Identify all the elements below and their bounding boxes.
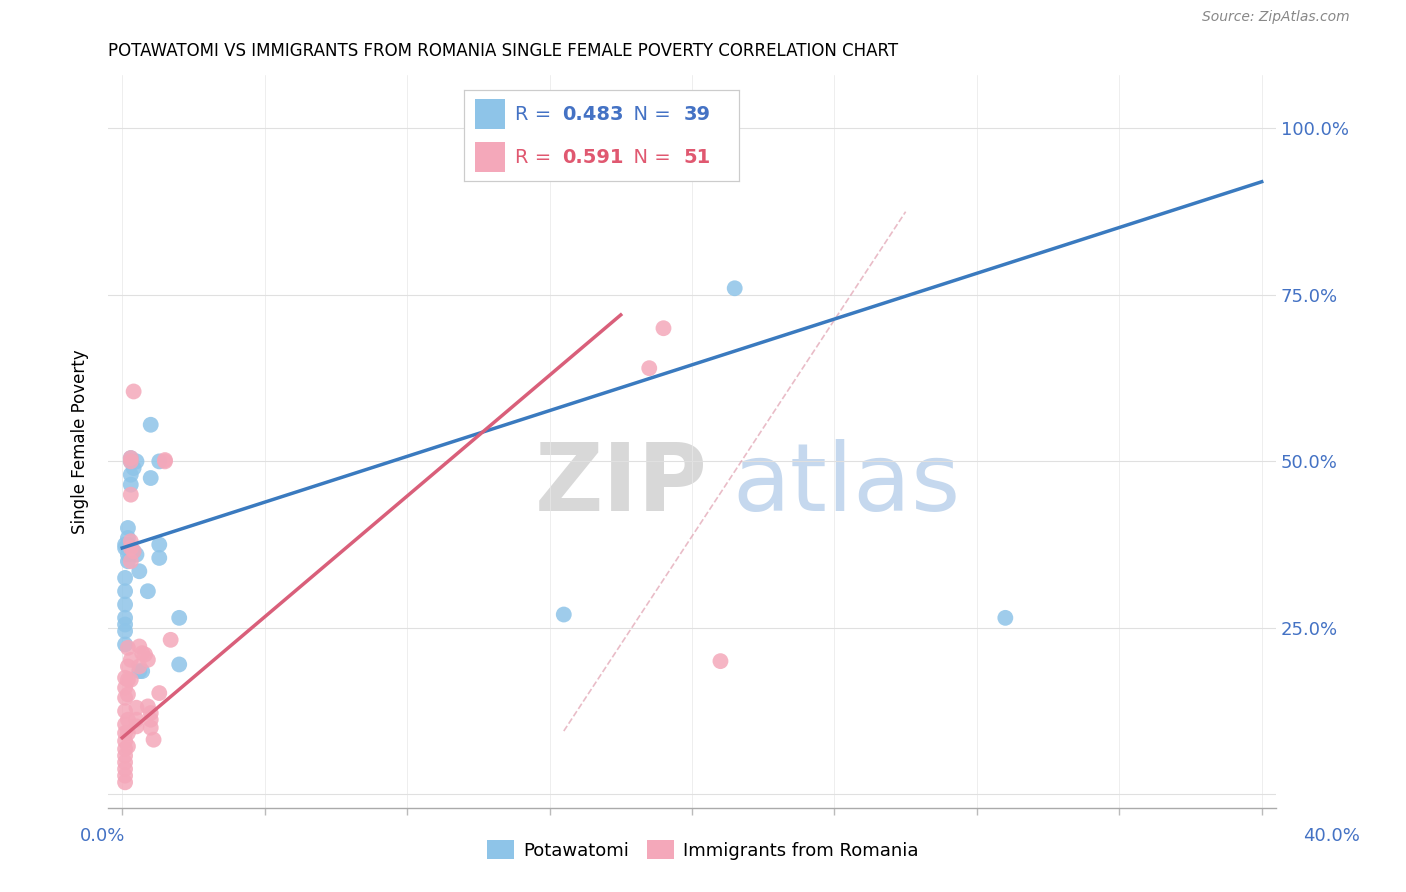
Point: [638, 361, 661, 376]
Point: [114, 624, 136, 639]
Point: [136, 653, 159, 667]
Point: [159, 632, 181, 647]
Point: [994, 611, 1017, 625]
Point: [117, 688, 139, 702]
Point: [153, 453, 176, 467]
Point: [120, 541, 142, 555]
Point: [114, 704, 136, 718]
Point: [167, 611, 190, 625]
Point: [120, 477, 142, 491]
Point: [581, 121, 603, 136]
Point: [131, 646, 153, 660]
Point: [128, 659, 150, 673]
Text: 0.0%: 0.0%: [80, 827, 125, 845]
Point: [120, 554, 142, 568]
Point: [114, 769, 136, 783]
Point: [114, 717, 136, 731]
Point: [114, 726, 136, 740]
Point: [117, 538, 139, 552]
Point: [122, 544, 145, 558]
Text: ZIP: ZIP: [534, 440, 707, 532]
Point: [724, 281, 747, 295]
Point: [120, 653, 142, 667]
Point: [148, 454, 170, 468]
Point: [114, 584, 136, 599]
Point: [553, 121, 575, 136]
Point: [114, 638, 136, 652]
Point: [120, 534, 142, 549]
Point: [139, 721, 162, 735]
Point: [125, 719, 148, 733]
Point: [117, 554, 139, 568]
Point: [567, 121, 589, 136]
Point: [167, 657, 190, 672]
Point: [117, 531, 139, 545]
Point: [125, 454, 148, 468]
Point: [114, 756, 136, 770]
Point: [136, 699, 159, 714]
Point: [120, 454, 142, 468]
Point: [117, 640, 139, 655]
Point: [652, 321, 675, 335]
Point: [128, 664, 150, 678]
Point: [117, 521, 139, 535]
Text: atlas: atlas: [733, 440, 962, 532]
Point: [153, 454, 176, 468]
Point: [114, 598, 136, 612]
Point: [114, 748, 136, 763]
Point: [120, 454, 142, 468]
Text: 40.0%: 40.0%: [1303, 827, 1360, 845]
Point: [120, 467, 142, 482]
Legend: Potawatomi, Immigrants from Romania: Potawatomi, Immigrants from Romania: [479, 833, 927, 867]
Point: [114, 571, 136, 585]
Text: POTAWATOMI VS IMMIGRANTS FROM ROMANIA SINGLE FEMALE POVERTY CORRELATION CHART: POTAWATOMI VS IMMIGRANTS FROM ROMANIA SI…: [108, 42, 898, 60]
Point: [122, 384, 145, 399]
Point: [114, 734, 136, 748]
Point: [117, 713, 139, 727]
Point: [709, 654, 731, 668]
Point: [114, 690, 136, 705]
Point: [120, 451, 142, 466]
Point: [117, 739, 139, 754]
Point: [114, 742, 136, 756]
Point: [128, 564, 150, 578]
Point: [148, 538, 170, 552]
Point: [117, 659, 139, 673]
Point: [139, 706, 162, 720]
Point: [114, 611, 136, 625]
Y-axis label: Single Female Poverty: Single Female Poverty: [72, 349, 89, 533]
Point: [114, 671, 136, 685]
Point: [117, 548, 139, 562]
Point: [125, 713, 148, 727]
Point: [114, 538, 136, 552]
Point: [114, 681, 136, 695]
Point: [125, 700, 148, 714]
Point: [148, 686, 170, 700]
Point: [120, 488, 142, 502]
Point: [114, 541, 136, 555]
Point: [117, 726, 139, 740]
Point: [131, 664, 153, 678]
Point: [120, 451, 142, 466]
Point: [553, 607, 575, 622]
Point: [136, 584, 159, 599]
Point: [128, 640, 150, 654]
Point: [114, 775, 136, 789]
Point: [148, 550, 170, 565]
Point: [139, 417, 162, 432]
Point: [139, 713, 162, 727]
Point: [122, 461, 145, 475]
Point: [114, 762, 136, 776]
Point: [139, 471, 162, 485]
Point: [117, 673, 139, 687]
Point: [125, 548, 148, 562]
Point: [122, 544, 145, 558]
Point: [120, 673, 142, 687]
Text: Source: ZipAtlas.com: Source: ZipAtlas.com: [1202, 10, 1350, 23]
Point: [114, 617, 136, 632]
Point: [142, 732, 165, 747]
Point: [134, 648, 156, 662]
Point: [652, 121, 675, 136]
